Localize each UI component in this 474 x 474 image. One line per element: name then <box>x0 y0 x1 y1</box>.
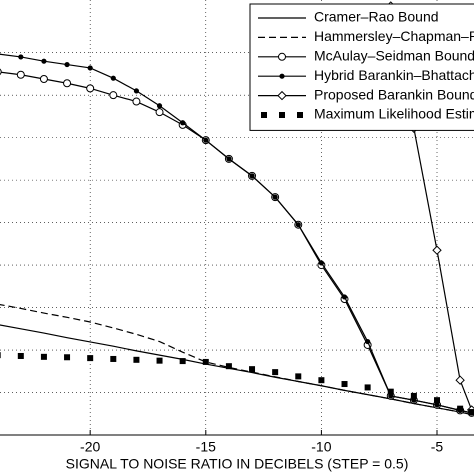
point <box>0 68 2 76</box>
point <box>180 120 186 126</box>
point <box>278 52 286 61</box>
point <box>133 356 140 363</box>
point <box>156 103 163 109</box>
point <box>39 75 48 84</box>
point <box>226 156 232 162</box>
point <box>432 245 442 255</box>
point <box>365 338 371 345</box>
legend-label: McAulay–Seidman Bound <box>314 48 474 64</box>
point <box>261 112 267 118</box>
point <box>225 363 232 370</box>
x-tick-label: -15 <box>196 439 216 455</box>
point <box>249 173 255 179</box>
point <box>64 61 70 68</box>
point <box>318 260 324 266</box>
point <box>410 392 417 399</box>
series-line <box>0 53 472 414</box>
point <box>63 79 72 88</box>
point <box>16 70 25 79</box>
point <box>0 352 1 359</box>
point <box>272 369 279 376</box>
point <box>457 405 464 412</box>
point <box>155 108 164 117</box>
point <box>272 194 278 200</box>
point <box>18 54 24 60</box>
point <box>434 402 440 408</box>
point <box>40 353 47 360</box>
point <box>64 354 71 361</box>
legend-label: Maximum Likelihood Estimator <box>314 106 474 122</box>
point <box>41 58 47 64</box>
point <box>132 97 141 106</box>
x-tick-label: -20 <box>80 439 100 455</box>
x-tick-label: -5 <box>431 439 444 455</box>
legend-label: Proposed Barankin Bound Appr <box>314 86 474 102</box>
point <box>277 90 287 101</box>
point <box>387 388 394 395</box>
point <box>110 75 116 81</box>
legend: Cramer–Rao Bound Hammersley–Chapman–Robbi… <box>249 3 474 131</box>
x-axis-label: SIGNAL TO NOISE RATIO IN DECIBELS (STEP … <box>66 456 409 472</box>
legend-label: Hybrid Barankin–Bhattacharyya <box>314 67 474 83</box>
point <box>434 397 441 404</box>
series-line <box>0 303 472 416</box>
point <box>203 137 209 143</box>
series-line <box>0 324 472 416</box>
legend-box <box>249 3 474 131</box>
legend-label: Cramer–Rao Bound <box>314 9 439 25</box>
point <box>295 373 302 380</box>
point <box>133 88 140 94</box>
point <box>179 358 186 365</box>
point <box>455 375 465 385</box>
point <box>156 357 163 364</box>
x-tick-label: -10 <box>311 439 331 455</box>
point <box>86 84 95 93</box>
legend-label: Hammersley–Chapman–Robbin <box>314 28 474 44</box>
point <box>87 355 94 362</box>
point <box>110 355 117 362</box>
point <box>295 222 301 228</box>
point <box>364 384 371 391</box>
point <box>297 112 303 118</box>
point <box>468 409 474 416</box>
point <box>109 91 118 100</box>
point <box>279 73 285 79</box>
point <box>318 377 325 384</box>
point <box>249 366 256 373</box>
point <box>87 65 93 71</box>
point <box>202 358 209 365</box>
point <box>279 112 285 118</box>
point <box>341 381 348 388</box>
point <box>341 294 348 300</box>
point <box>17 352 24 359</box>
